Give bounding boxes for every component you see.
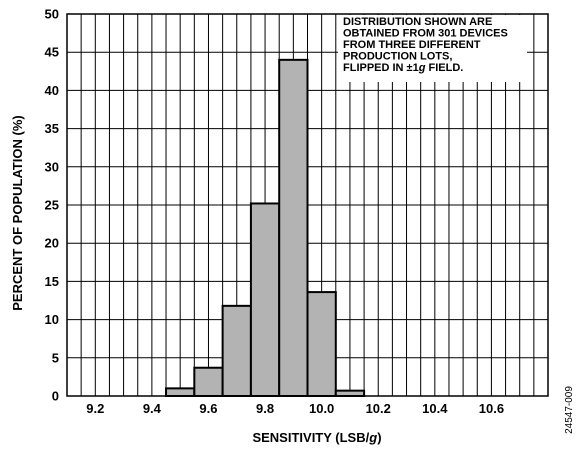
histogram-bar bbox=[334, 389, 366, 398]
y-tick-label: 15 bbox=[45, 274, 59, 289]
x-tick-label: 10.4 bbox=[422, 401, 448, 416]
y-tick-label: 30 bbox=[45, 159, 59, 174]
y-tick-label: 25 bbox=[45, 198, 59, 213]
histogram-bar bbox=[193, 366, 224, 397]
annotation-line: PRODUCTION LOTS, bbox=[343, 51, 452, 63]
y-tick-labels: 0 5 10 15 20 25 30 35 40 45 50 bbox=[45, 7, 59, 404]
y-tick-label: 45 bbox=[45, 45, 59, 60]
bars bbox=[165, 58, 366, 398]
x-tick-label: 9.6 bbox=[199, 401, 217, 416]
y-tick-label: 10 bbox=[45, 312, 59, 327]
annotation-background bbox=[338, 15, 527, 82]
x-tick-label: 10.6 bbox=[479, 401, 504, 416]
x-tick-label: 9.8 bbox=[256, 401, 274, 416]
x-tick-labels: 9.2 9.4 9.6 9.8 10.0 10.2 10.4 10.6 bbox=[86, 401, 504, 416]
x-tick-label: 10.0 bbox=[309, 401, 334, 416]
y-tick-label: 40 bbox=[45, 83, 59, 98]
y-axis-label: PERCENT OF POPULATION (%) bbox=[10, 115, 25, 310]
annotation-text: FIELD. bbox=[425, 62, 463, 74]
x-tick-label: 9.4 bbox=[143, 401, 162, 416]
annotation-text: FLIPPED IN ±1 bbox=[343, 62, 419, 74]
y-tick-label: 20 bbox=[45, 236, 59, 251]
histogram-bar bbox=[221, 304, 252, 397]
figure-id: 24547-009 bbox=[564, 386, 575, 434]
annotation-line: FROM THREE DIFFERENT bbox=[343, 39, 481, 51]
histogram-bar bbox=[306, 291, 337, 398]
annotation-line: OBTAINED FROM 301 DEVICES bbox=[343, 28, 508, 40]
x-tick-label: 10.2 bbox=[366, 401, 391, 416]
y-tick-label: 5 bbox=[52, 350, 59, 365]
y-tick-label: 35 bbox=[45, 121, 59, 136]
annotation-line: DISTRIBUTION SHOWN ARE bbox=[343, 16, 492, 28]
x-axis-label: SENSITIVITY (LSB/g) bbox=[252, 430, 381, 445]
y-tick-label: 50 bbox=[45, 7, 59, 22]
annotation-unit: g bbox=[418, 62, 426, 74]
y-tick-label: 0 bbox=[52, 389, 59, 404]
x-axis-label-unit: g bbox=[368, 430, 377, 445]
x-axis-label-suffix: ) bbox=[377, 430, 381, 445]
x-axis-label-prefix: SENSITIVITY (LSB/ bbox=[252, 430, 369, 445]
x-tick-label: 9.2 bbox=[86, 401, 104, 416]
histogram-bar bbox=[165, 387, 196, 397]
histogram-bar bbox=[278, 58, 309, 398]
histogram-bar bbox=[249, 202, 281, 397]
plot-frame bbox=[66, 13, 549, 397]
annotation-line: FLIPPED IN ±1g FIELD. bbox=[343, 62, 463, 74]
